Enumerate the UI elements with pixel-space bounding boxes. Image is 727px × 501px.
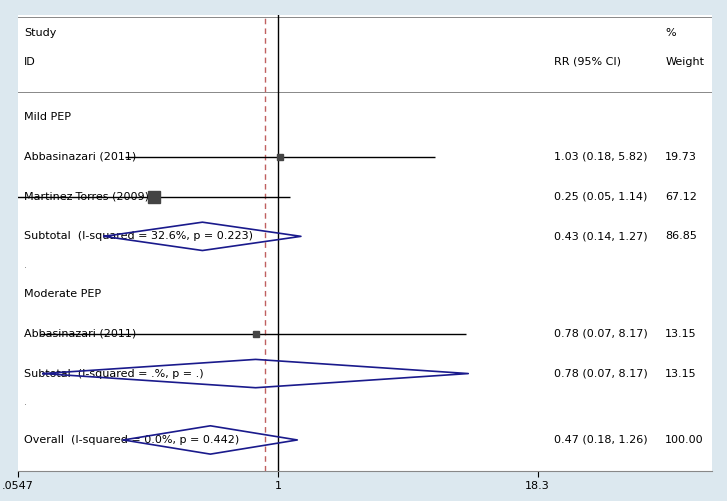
Text: 19.73: 19.73 [665, 152, 697, 162]
Text: ID: ID [24, 57, 36, 67]
Text: RR (95% CI): RR (95% CI) [554, 57, 621, 67]
Text: .: . [24, 397, 28, 407]
Text: 0.78 (0.07, 8.17): 0.78 (0.07, 8.17) [554, 329, 648, 339]
Text: Martinez-Torres (2009): Martinez-Torres (2009) [24, 191, 149, 201]
Text: %: % [665, 28, 676, 38]
Text: 86.85: 86.85 [665, 231, 697, 241]
Text: Subtotal  (I-squared = .%, p = .): Subtotal (I-squared = .%, p = .) [24, 369, 204, 379]
Text: Moderate PEP: Moderate PEP [24, 289, 102, 299]
Text: Weight: Weight [665, 57, 704, 67]
Text: 13.15: 13.15 [665, 369, 696, 379]
Text: Mild PEP: Mild PEP [24, 112, 71, 122]
Text: Abbasinazari (2011): Abbasinazari (2011) [24, 329, 137, 339]
Text: 0.25 (0.05, 1.14): 0.25 (0.05, 1.14) [554, 191, 648, 201]
Text: 0.43 (0.14, 1.27): 0.43 (0.14, 1.27) [554, 231, 648, 241]
Text: 100.00: 100.00 [665, 435, 704, 445]
Text: 0.47 (0.18, 1.26): 0.47 (0.18, 1.26) [554, 435, 648, 445]
Text: 67.12: 67.12 [665, 191, 697, 201]
Text: 13.15: 13.15 [665, 329, 696, 339]
Text: 0.78 (0.07, 8.17): 0.78 (0.07, 8.17) [554, 369, 648, 379]
Text: Abbasinazari (2011): Abbasinazari (2011) [24, 152, 137, 162]
Text: Study: Study [24, 28, 57, 38]
Text: Subtotal  (I-squared = 32.6%, p = 0.223): Subtotal (I-squared = 32.6%, p = 0.223) [24, 231, 253, 241]
Text: 1.03 (0.18, 5.82): 1.03 (0.18, 5.82) [554, 152, 648, 162]
Text: .: . [24, 260, 28, 270]
Text: Overall  (I-squared = 0.0%, p = 0.442): Overall (I-squared = 0.0%, p = 0.442) [24, 435, 240, 445]
